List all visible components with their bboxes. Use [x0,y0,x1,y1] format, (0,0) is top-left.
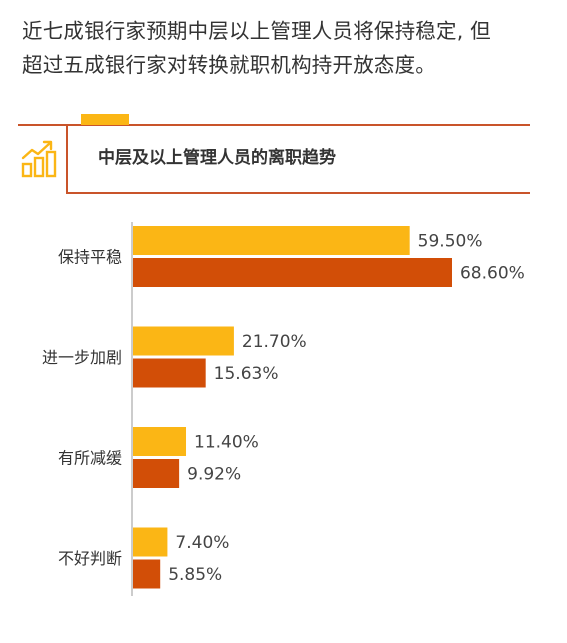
chart-section-header: 中层及以上管理人员的离职趋势 [18,110,530,196]
header-vertical-divider [66,126,68,192]
category-label: 有所减缓 [58,449,122,468]
bar-series-1 [133,226,410,255]
data-label: 9.92% [187,465,241,485]
bar-growth-chart-icon [21,140,57,178]
headline: 近七成银行家预期中层以上管理人员将保持稳定, 但 超过五成银行家对转换就职机构持… [22,14,552,82]
header-top-rule [18,124,530,126]
data-label: 21.70% [242,332,307,352]
data-label: 59.50% [418,232,483,252]
headline-line-1: 近七成银行家预期中层以上管理人员将保持稳定, 但 [22,19,491,43]
bar-series-1 [133,427,187,456]
header-bottom-rule [66,192,530,194]
category-label: 不好判断 [58,549,122,568]
horizontal-bar-chart: 保持平稳 59.50% 68.60% 进一步加剧 21.70% 15.63% 有所减缓 11.… [42,222,525,596]
category-label: 进一步加剧 [42,348,122,367]
bar-series-2 [133,258,452,287]
chart-marks: 保持平稳 59.50% 68.60% 进一步加剧 21.70% 15.63% 有所减缓 11.… [42,226,525,589]
data-label: 68.60% [460,264,525,284]
data-label: 15.63% [214,364,279,384]
category-label: 保持平稳 [58,248,122,267]
bar-series-2 [133,559,161,589]
bar-series-2 [133,459,180,488]
data-label: 5.85% [168,565,222,585]
bar-series-2 [133,358,206,388]
header-accent-block [81,114,129,125]
data-label: 11.40% [194,433,259,453]
bar-series-1 [133,527,168,557]
chart-title: 中层及以上管理人员的离职趋势 [98,148,336,168]
data-label: 7.40% [175,533,229,553]
bar-series-1 [133,326,234,356]
headline-line-2: 超过五成银行家对转换就职机构持开放态度。 [22,53,436,77]
